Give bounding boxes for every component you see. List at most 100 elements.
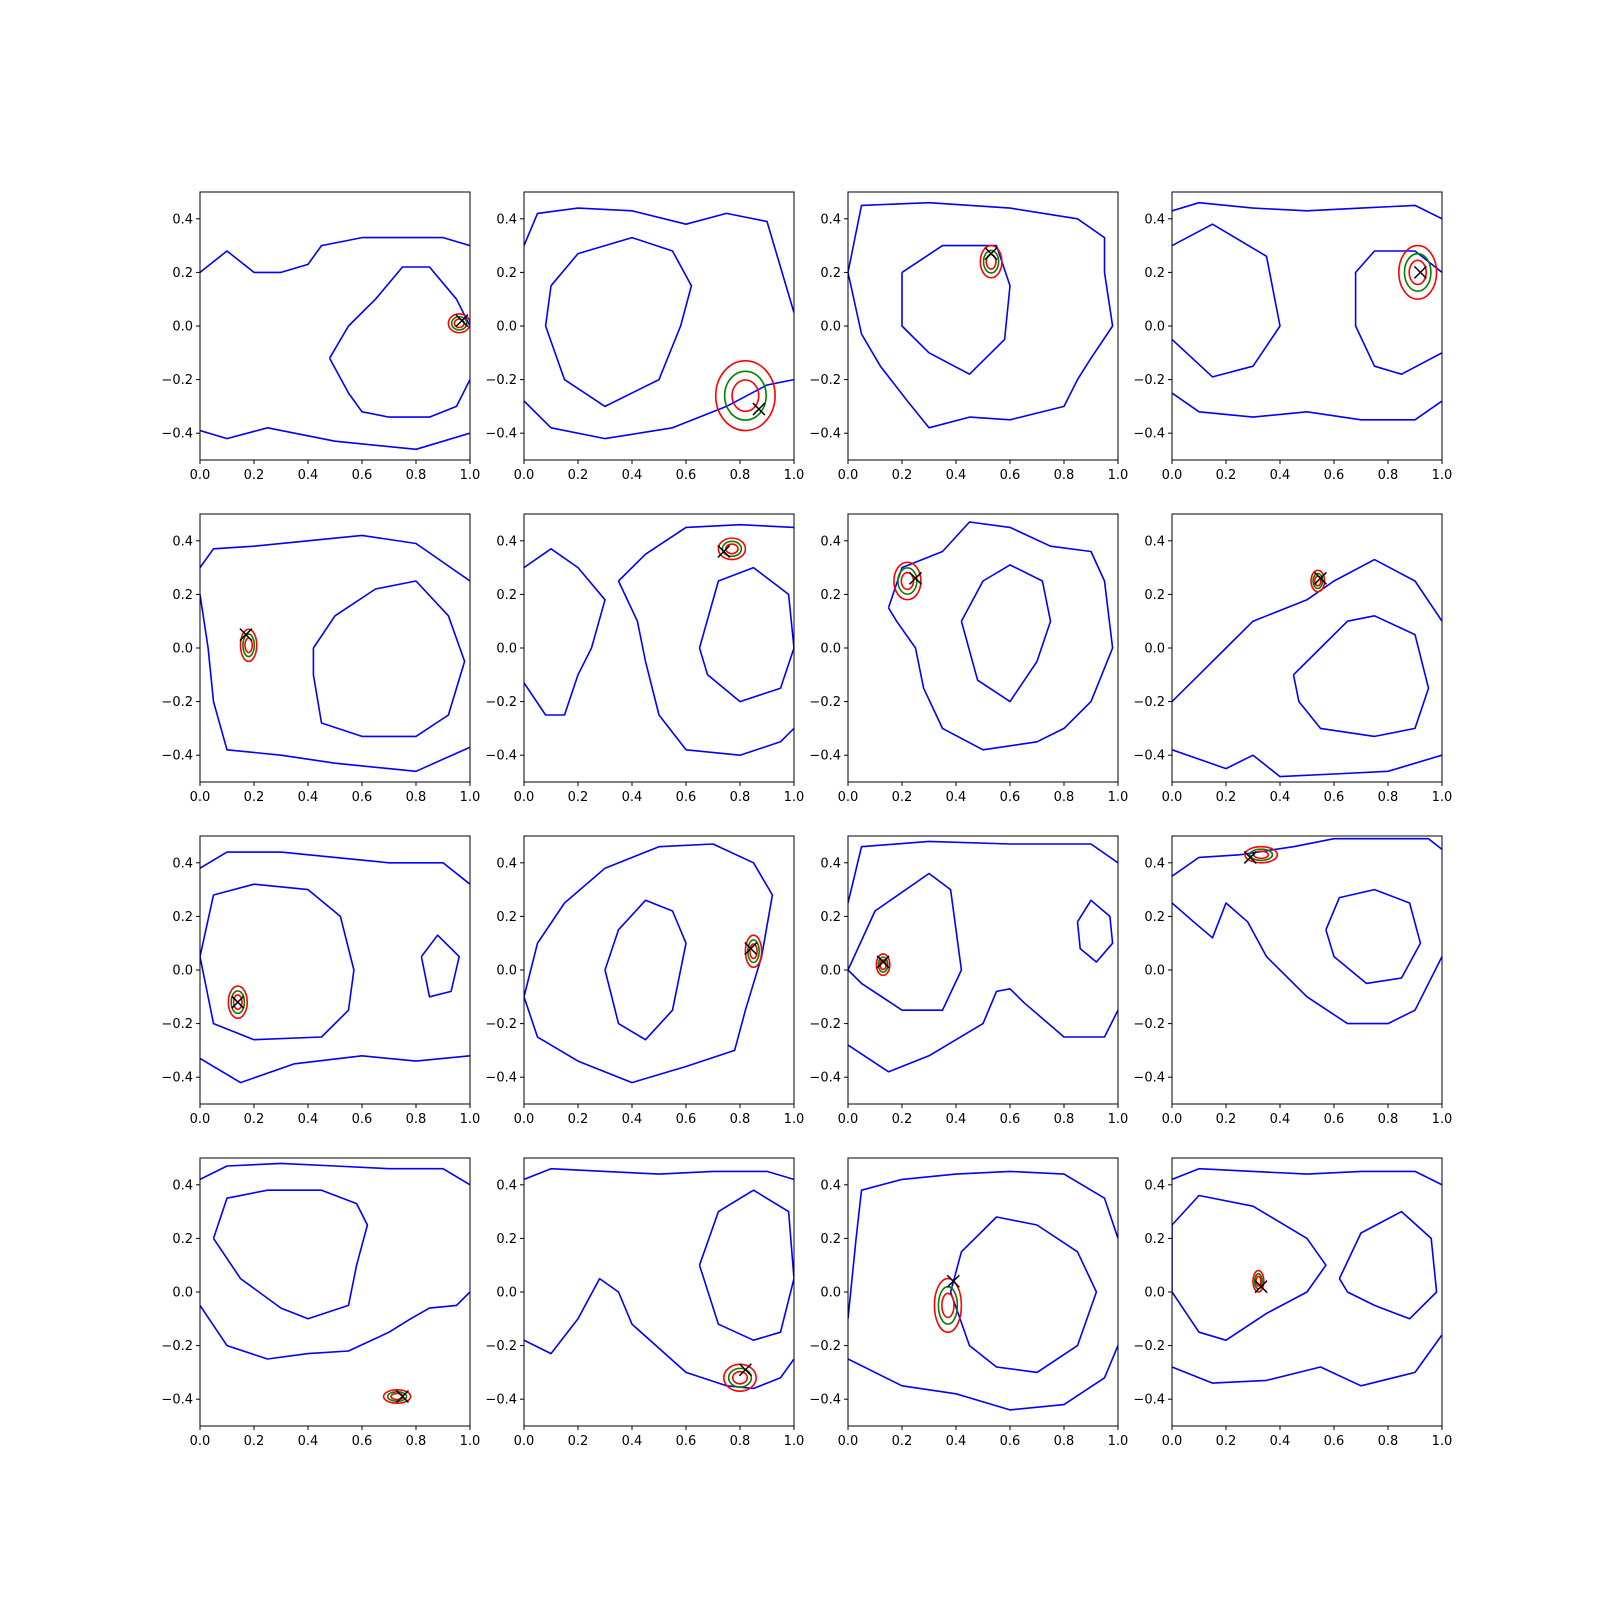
- y-tick-label: 0.4: [1144, 212, 1165, 227]
- y-tick-label: 0.2: [1144, 588, 1165, 603]
- x-tick-label: 1.0: [460, 1112, 481, 1127]
- plot-area: [848, 201, 1114, 429]
- plot-area: [524, 1167, 794, 1392]
- x-tick-label: 0.0: [1162, 468, 1183, 483]
- x-tick-label: 0.0: [190, 1112, 211, 1127]
- blue-contour: [200, 883, 355, 1041]
- y-tick-label: 0.4: [820, 212, 841, 227]
- x-marker: [239, 628, 253, 642]
- x-tick-label: 0.0: [838, 790, 859, 805]
- x-tick-label: 0.6: [1324, 790, 1345, 805]
- green-contour: [721, 540, 743, 558]
- y-tick-label: −0.2: [161, 695, 193, 710]
- x-tick-label: 0.0: [190, 790, 211, 805]
- y-tick-label: 0.0: [172, 320, 193, 335]
- subplot-5: 0.0 0.2 0.4 0.6 0.8 1.0 −0.4 −0.2 0.0 0.2 0.4: [161, 513, 481, 805]
- blue-contour: [1172, 749, 1442, 778]
- y-tick-label: 0.0: [496, 964, 517, 979]
- x-tick-label: 0.8: [1378, 468, 1399, 483]
- y-tick-label: 0.2: [820, 910, 841, 925]
- subplot-15: 0.0 0.2 0.4 0.6 0.8 1.0 −0.4 −0.2 0.0 0.2 0.4: [809, 1157, 1128, 1449]
- y-tick-label: −0.4: [1133, 1071, 1165, 1086]
- x-tick-label: 0.4: [298, 1112, 319, 1127]
- y-tick-label: −0.4: [485, 1071, 517, 1086]
- subplot-2: 0.0 0.2 0.4 0.6 0.8 1.0 −0.4 −0.2 0.0 0.2 0.4: [485, 191, 804, 483]
- x-tick-label: 0.6: [1000, 1434, 1021, 1449]
- x-tick-label: 0.0: [838, 1112, 859, 1127]
- x-tick-label: 0.8: [1378, 1112, 1399, 1127]
- blue-contour: [1172, 201, 1442, 220]
- blue-contour: [1172, 223, 1281, 378]
- blue-contour: [200, 427, 470, 451]
- y-tick-label: 0.0: [820, 642, 841, 657]
- blue-contour: [698, 1189, 794, 1341]
- y-tick-label: −0.2: [485, 373, 517, 388]
- green-contour: [1248, 848, 1274, 862]
- subplot-10: 0.0 0.2 0.4 0.6 0.8 1.0 −0.4 −0.2 0.0 0.2 0.4: [485, 835, 804, 1127]
- outer-red-contour: [1397, 244, 1438, 300]
- plot-area: [1172, 558, 1442, 778]
- y-tick-label: 0.4: [1144, 1178, 1165, 1193]
- x-tick-label: 0.2: [892, 468, 913, 483]
- inner-red-contour: [1408, 259, 1428, 286]
- y-tick-label: −0.4: [485, 427, 517, 442]
- blue-contour: [848, 988, 1118, 1073]
- x-tick-label: 1.0: [784, 790, 805, 805]
- y-tick-label: −0.2: [1133, 373, 1165, 388]
- blue-contour: [1172, 1334, 1442, 1387]
- inner-red-contour: [731, 1370, 749, 1385]
- axes-frame: [847, 191, 1119, 461]
- outer-red-contour: [893, 561, 922, 601]
- blue-contour: [200, 236, 470, 274]
- blue-contour: [848, 872, 963, 1011]
- x-tick-label: 1.0: [460, 790, 481, 805]
- y-tick-label: 0.0: [820, 964, 841, 979]
- blue-contour: [848, 201, 1114, 429]
- blue-contour: [1172, 1194, 1327, 1341]
- x-tick-label: 0.0: [190, 468, 211, 483]
- y-tick-label: 0.0: [496, 320, 517, 335]
- x-marker: [1413, 265, 1427, 279]
- y-tick-label: 0.4: [496, 1178, 517, 1193]
- x-tick-label: 0.6: [676, 1112, 697, 1127]
- blue-contour: [1325, 888, 1422, 985]
- y-tick-label: −0.4: [161, 1393, 193, 1408]
- x-tick-label: 0.2: [244, 1434, 265, 1449]
- x-tick-label: 0.2: [1216, 790, 1237, 805]
- blue-contour: [524, 1277, 794, 1390]
- axes-frame: [523, 835, 795, 1105]
- y-tick-label: 0.0: [1144, 642, 1165, 657]
- plot-area: [848, 1170, 1118, 1411]
- x-tick-label: 0.8: [730, 468, 751, 483]
- x-tick-label: 0.0: [514, 1434, 535, 1449]
- x-tick-label: 1.0: [1432, 1112, 1453, 1127]
- y-tick-label: 0.2: [1144, 1232, 1165, 1247]
- x-tick-label: 0.8: [406, 1112, 427, 1127]
- x-tick-label: 0.2: [568, 1112, 589, 1127]
- plot-area: [1172, 837, 1442, 1025]
- blue-contour: [1172, 902, 1442, 1025]
- blue-contour: [200, 1291, 470, 1360]
- inner-red-contour: [941, 1292, 955, 1319]
- y-tick-label: −0.4: [809, 1071, 841, 1086]
- blue-contour: [848, 1170, 1118, 1319]
- y-tick-label: −0.2: [485, 1339, 517, 1354]
- x-tick-label: 0.2: [1216, 1434, 1237, 1449]
- y-tick-label: 0.4: [1144, 534, 1165, 549]
- y-tick-label: 0.0: [172, 964, 193, 979]
- y-tick-label: 0.0: [496, 1286, 517, 1301]
- green-contour: [982, 249, 1000, 274]
- y-tick-label: −0.2: [161, 1339, 193, 1354]
- y-tick-label: −0.2: [161, 373, 193, 388]
- outer-red-contour: [1244, 845, 1279, 864]
- outer-red-contour: [717, 537, 747, 561]
- subplot-9: 0.0 0.2 0.4 0.6 0.8 1.0 −0.4 −0.2 0.0 0.2 0.4: [161, 835, 481, 1127]
- blue-contour: [1338, 1210, 1438, 1320]
- x-marker: [908, 571, 923, 585]
- y-tick-label: 0.2: [496, 910, 517, 925]
- x-tick-label: 0.2: [244, 1112, 265, 1127]
- x-tick-label: 0.6: [1324, 468, 1345, 483]
- x-tick-label: 1.0: [1108, 1112, 1129, 1127]
- y-tick-label: 0.4: [172, 212, 193, 227]
- outer-red-contour: [979, 244, 1003, 279]
